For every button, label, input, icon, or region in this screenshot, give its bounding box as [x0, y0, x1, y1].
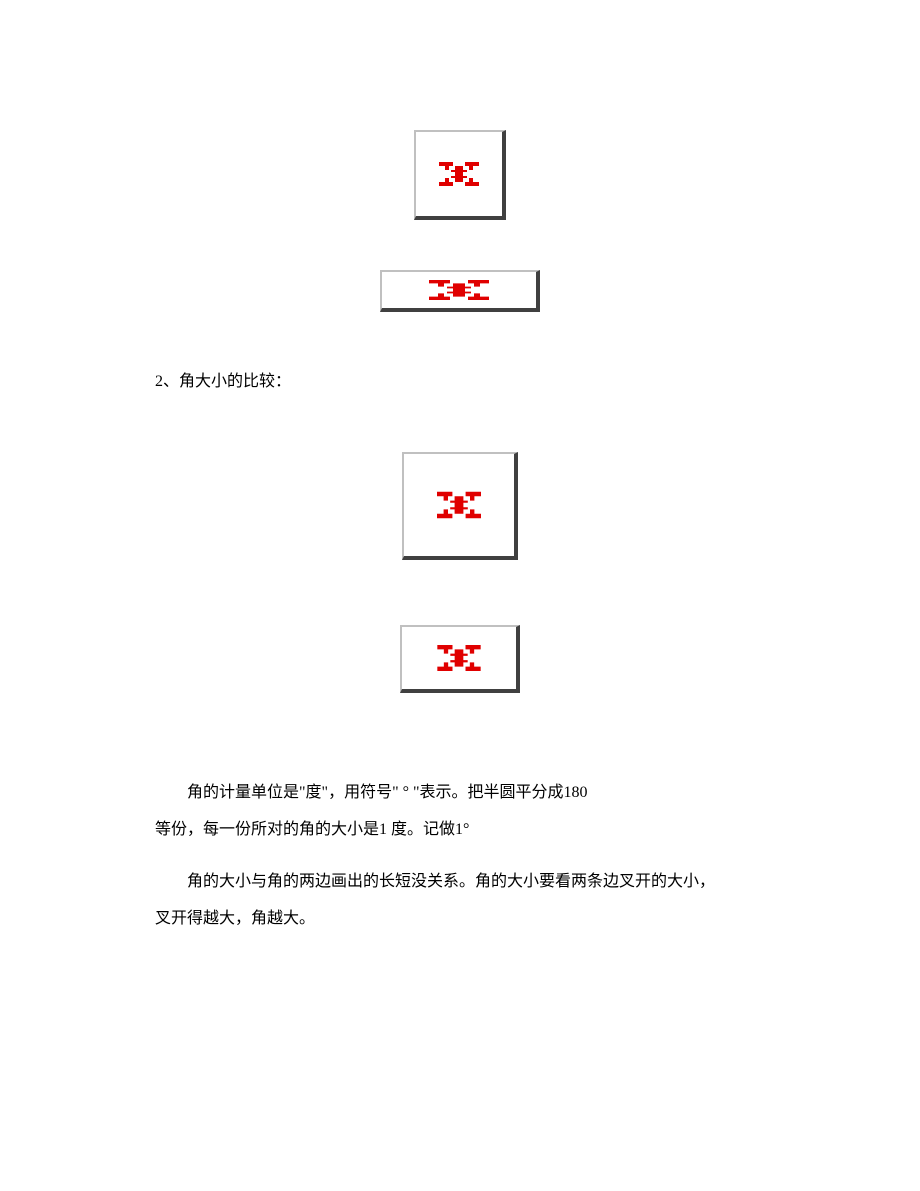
broken-image-3 — [402, 452, 518, 560]
figure-4-container — [155, 625, 765, 693]
broken-image-icon — [435, 645, 483, 671]
paragraph-2-line-1: 角的大小与角的两边画出的长短没关系。角的大小要看两条边叉开的大小， — [155, 867, 765, 897]
broken-image-2 — [380, 270, 540, 312]
paragraph-1: 角的计量单位是"度"，用符号" ° "表示。把半圆平分成180 等份，每一份所对… — [155, 778, 765, 845]
figure-1-container — [155, 130, 765, 220]
broken-image-1 — [414, 130, 506, 220]
broken-image-icon — [437, 491, 481, 519]
broken-image-icon — [439, 162, 479, 186]
paragraph-2: 角的大小与角的两边画出的长短没关系。角的大小要看两条边叉开的大小， 叉开得越大，… — [155, 867, 765, 934]
broken-image-icon — [429, 280, 489, 300]
paragraph-2-line-2: 叉开得越大，角越大。 — [155, 904, 765, 934]
figure-3-container — [155, 452, 765, 560]
document-body: 2、角大小的比较： 角的计量单位是"度"，用符号" ° "表示。把半圆平分成18… — [0, 0, 920, 934]
paragraph-1-line-2: 等份，每一份所对的角的大小是1 度。记做1° — [155, 815, 765, 845]
broken-image-4 — [400, 625, 520, 693]
section-heading: 2、角大小的比较： — [155, 367, 765, 397]
figure-2-container — [155, 270, 765, 312]
paragraph-1-line-1: 角的计量单位是"度"，用符号" ° "表示。把半圆平分成180 — [155, 778, 765, 808]
